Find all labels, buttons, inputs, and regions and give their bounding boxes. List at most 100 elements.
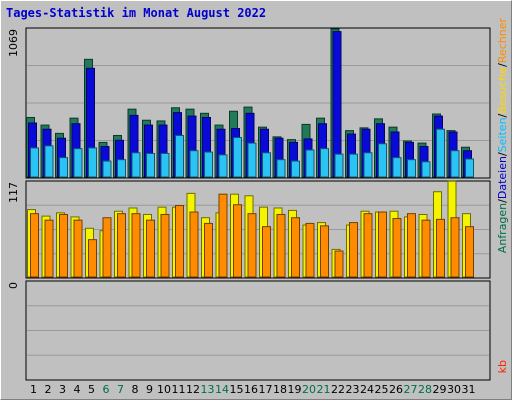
x-axis-day-label: 9	[146, 383, 153, 396]
pages-bar	[204, 151, 213, 178]
legend-entry: Besuche	[496, 66, 509, 114]
x-axis-day-label: 15	[230, 383, 244, 396]
pages-bar	[349, 153, 358, 178]
x-axis-day-label: 16	[244, 383, 258, 396]
pages-bar	[320, 148, 329, 178]
y-axis-max-label: 117	[7, 182, 20, 203]
x-axis-day-label: 2	[45, 383, 52, 396]
pages-bar	[131, 152, 141, 178]
x-axis-day-label: 22	[331, 383, 345, 396]
sites-bar	[392, 218, 402, 278]
pages-bar	[146, 152, 155, 178]
x-axis-day-label: 11	[172, 383, 186, 396]
pages-bar	[407, 159, 416, 178]
x-axis-day-label: 13	[201, 383, 215, 396]
x-axis-day-label: 25	[375, 383, 389, 396]
legend-entry: Seiten	[496, 117, 509, 153]
pages-bar	[378, 143, 387, 178]
sites-bar	[218, 193, 228, 278]
sites-bar	[363, 213, 373, 278]
pages-bar	[291, 160, 300, 178]
sites-bar	[204, 222, 213, 278]
sites-bar	[276, 213, 286, 278]
pages-bar	[247, 142, 257, 178]
sites-bar	[189, 211, 199, 278]
legend-entry: /	[496, 63, 509, 67]
x-axis-day-label: 3	[59, 383, 66, 396]
x-axis-day-label: 5	[88, 383, 95, 396]
legend-series-names: Anfragen/Dateien/Seiten/Besuche/Rechner	[496, 18, 509, 253]
sites-bar	[334, 250, 344, 278]
pages-bar	[102, 160, 112, 178]
sites-bar	[450, 217, 460, 278]
x-axis-day-label: 20	[302, 383, 316, 396]
pages-bar	[30, 147, 39, 178]
pages-bar	[117, 159, 126, 178]
x-axis-day-label: 17	[259, 383, 273, 396]
x-axis-day-label: 29	[433, 383, 447, 396]
pages-bar	[305, 149, 315, 178]
pages-bar	[189, 150, 199, 178]
legend-entry: kb	[496, 360, 509, 374]
legend-entry: Dateien	[496, 156, 509, 200]
pages-bar	[421, 161, 431, 178]
x-axis-day-label: 8	[132, 383, 139, 396]
x-axis-day-label: 30	[447, 383, 461, 396]
sites-bar	[262, 226, 271, 278]
sites-bar	[30, 213, 39, 278]
sites-bar	[247, 213, 257, 278]
pages-bar	[175, 134, 184, 178]
x-axis-day-label: 7	[117, 383, 124, 396]
sites-bar	[233, 204, 242, 278]
x-axis-day-label: 1	[30, 383, 37, 396]
legend-entry: Rechner	[496, 18, 509, 64]
legend-entry: /	[496, 113, 509, 118]
sites-bar	[349, 222, 358, 278]
sites-bar	[407, 213, 416, 278]
y-axis-max-label: 1069	[7, 29, 20, 57]
x-axis-day-label: 6	[103, 383, 110, 396]
x-axis-day-label: 31	[462, 383, 476, 396]
x-axis-day-label: 23	[346, 383, 360, 396]
sites-bar	[291, 217, 300, 278]
pages-bar	[465, 158, 474, 178]
pages-bar	[59, 157, 68, 178]
x-axis-day-label: 12	[186, 383, 200, 396]
pages-bar	[262, 152, 271, 178]
x-axis-day-label: 26	[389, 383, 403, 396]
pages-bar	[218, 154, 228, 178]
legend-entry: /	[496, 152, 509, 157]
sites-bar	[131, 213, 141, 278]
legend-entry: /	[496, 199, 509, 203]
sites-bar	[146, 219, 155, 278]
sites-bar	[320, 225, 329, 278]
sites-bar	[73, 219, 83, 278]
sites-bar	[102, 217, 112, 278]
x-axis-day-label: 19	[288, 383, 302, 396]
x-axis-day-label: 4	[74, 383, 81, 396]
sites-bar	[88, 239, 97, 278]
sites-bar	[436, 218, 445, 278]
pages-bar	[160, 152, 170, 178]
sites-bar	[44, 219, 54, 278]
sites-bar	[305, 222, 315, 278]
pages-bar	[44, 145, 54, 178]
pages-bar	[450, 150, 460, 178]
x-axis-day-label: 14	[215, 383, 229, 396]
sites-bar	[378, 211, 387, 278]
sites-bar	[421, 219, 431, 278]
x-axis-day-label: 28	[418, 383, 432, 396]
sites-bar	[465, 226, 474, 278]
pages-bar	[73, 148, 83, 178]
legend-entry: Anfragen	[496, 202, 509, 254]
x-axis-day-label: 27	[404, 383, 418, 396]
pages-bar	[436, 128, 445, 178]
pages-bar	[392, 157, 402, 178]
sites-bar	[117, 213, 126, 278]
pages-bar	[88, 147, 97, 178]
legend-kb: kb	[496, 360, 509, 373]
chart-title: Tages-Statistik im Monat August 2022	[6, 6, 267, 20]
sites-bar	[175, 205, 184, 278]
pages-bar	[276, 159, 286, 178]
